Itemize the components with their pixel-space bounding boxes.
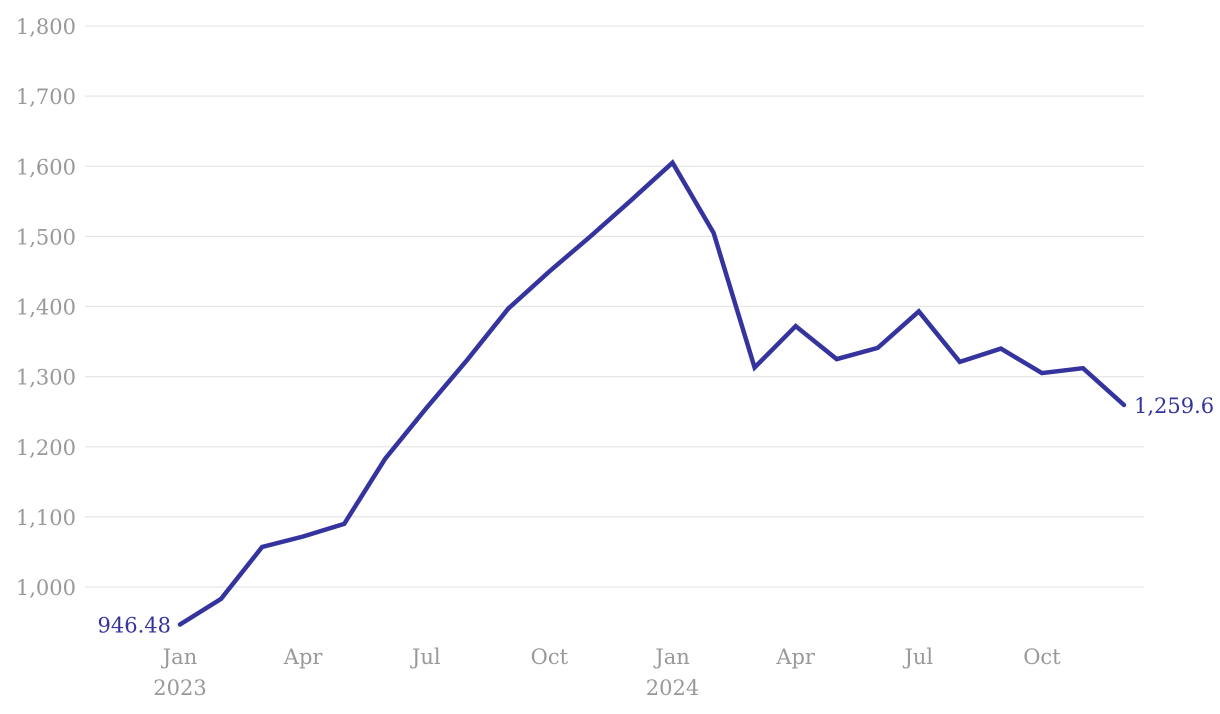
price-line [177, 159, 1127, 627]
x-axis-year-label: 2024 [646, 676, 699, 700]
x-axis-label: Jul [410, 645, 441, 669]
x-axis-label: Jan [653, 645, 689, 669]
y-axis-label: 1,800 [16, 15, 76, 39]
start-value-label: 946.48 [98, 614, 171, 638]
x-axis-label: Apr [775, 645, 816, 669]
y-axis-label: 1,100 [16, 506, 76, 530]
y-axis-label: 1,300 [16, 366, 76, 390]
y-axis-label: 1,600 [16, 155, 76, 179]
y-axis-label: 1,200 [16, 436, 76, 460]
x-axis-label: Apr [283, 645, 324, 669]
x-axis-label: Oct [531, 645, 569, 669]
x-axis-label: Jul [902, 645, 933, 669]
y-axis-label: 1,500 [16, 225, 76, 249]
end-value-label: 1,259.6 [1134, 394, 1214, 418]
y-axis-label: 1,000 [16, 576, 76, 600]
x-axis-year-label: 2023 [153, 676, 206, 700]
y-axis-label: 1,700 [16, 85, 76, 109]
x-axis-label: Jan [161, 645, 197, 669]
x-axis-label: Oct [1023, 645, 1061, 669]
y-axis-label: 1,400 [16, 296, 76, 320]
